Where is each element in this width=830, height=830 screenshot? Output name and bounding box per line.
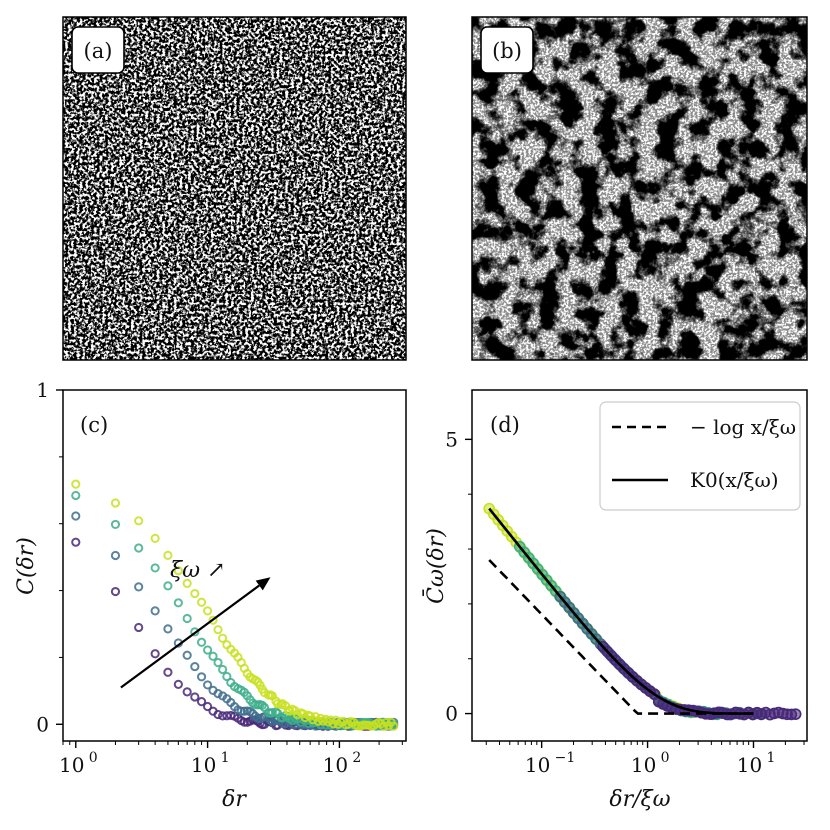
- point-c-series-2: [173, 598, 183, 608]
- panel-a: (a): [62, 16, 407, 361]
- panel-c-ylabel: C(δr): [14, 537, 39, 595]
- point-c-series-1: [190, 661, 200, 672]
- field-image-a: [63, 17, 406, 360]
- point-c-series-0: [182, 687, 192, 697]
- x-tick-label: 10: [323, 753, 348, 777]
- point-c-series-0: [110, 586, 121, 597]
- legend-entry-log: − log x/ξω: [690, 415, 796, 439]
- point-c-series-3: [71, 479, 81, 489]
- xi-arrow-label: ξω ↗: [170, 558, 225, 583]
- point-c-series-2: [110, 519, 121, 530]
- point-c-series-3: [218, 633, 228, 643]
- panel-c-marks: [71, 479, 399, 731]
- panel-c-xlabel: δr: [222, 787, 247, 812]
- y-tick-label: 0: [445, 702, 458, 726]
- point-c-series-2: [196, 637, 207, 647]
- y-tick-label: 0: [36, 712, 49, 736]
- panel-a-label-box: [71, 26, 125, 74]
- point-c-series-3: [213, 625, 223, 635]
- x-tick-label: 10: [631, 753, 656, 777]
- panel-d-axes: 10 −1 10 0 10 105: [445, 427, 805, 777]
- x-tick-label: 10: [59, 753, 84, 777]
- x-tick-exponent: −1: [555, 750, 576, 766]
- xi-arrow: [120, 584, 260, 689]
- x-tick-exponent: 1: [221, 750, 230, 766]
- point-c-series-1: [236, 706, 246, 716]
- panel-d-ylabel: C̄ω(δr): [422, 528, 449, 604]
- x-tick-exponent: 2: [352, 750, 361, 766]
- xi-arrow-head: [255, 577, 271, 591]
- point-c-series-2: [71, 490, 81, 501]
- y-tick-label: 1: [36, 378, 49, 402]
- point-c-series-3: [173, 566, 183, 576]
- point-c-series-2: [182, 613, 192, 624]
- point-c-series-2: [271, 707, 281, 717]
- point-c-series-1: [71, 511, 81, 521]
- x-tick-exponent: 0: [89, 750, 98, 766]
- panel-b-label: (b): [492, 39, 522, 63]
- x-tick-label: 10: [737, 753, 762, 777]
- panel-b-label-box: [480, 26, 534, 74]
- legend-entry-k0: K0(x/ξω): [690, 468, 779, 492]
- point-c-series-3: [190, 588, 200, 599]
- panel-c-axes: 10 0 10 1 10 201: [36, 378, 403, 777]
- point-c-series-2: [213, 657, 223, 668]
- point-c-series-3: [163, 550, 173, 560]
- point-c-series-3: [182, 578, 192, 589]
- point-c-series-0: [218, 711, 228, 721]
- point-c-series-3: [110, 498, 121, 508]
- point-c-series-0: [150, 649, 160, 659]
- x-tick-exponent: 1: [766, 750, 775, 766]
- point-c-series-0: [134, 622, 144, 633]
- x-tick-label: 10: [191, 753, 216, 777]
- point-c-series-1: [110, 550, 121, 561]
- point-c-series-2: [134, 543, 144, 553]
- point-c-series-2: [190, 627, 200, 637]
- point-c-series-1: [150, 606, 160, 616]
- line-k0: [488, 507, 754, 715]
- point-c-series-3: [208, 615, 218, 625]
- panel-c: (c) 10 0 10 1 10 201 ξω ↗ C(δr) δr: [14, 378, 407, 812]
- point-c-series-0: [71, 537, 81, 547]
- panel-d-xlabel: δr/ξω: [609, 787, 670, 812]
- point-c-series-2: [163, 581, 173, 591]
- point-c-series-3: [150, 533, 160, 543]
- point-c-series-1: [182, 650, 192, 660]
- y-tick-label: 5: [445, 427, 458, 451]
- panel-a-label: (a): [84, 39, 113, 63]
- point-c-series-2: [202, 645, 213, 655]
- point-c-series-2: [150, 563, 160, 573]
- point-c-series-0: [239, 717, 249, 727]
- point-c-series-3: [202, 606, 213, 616]
- panel-c-label: (c): [80, 413, 108, 437]
- point-c-series-3: [389, 721, 399, 731]
- panel-d-label: (d): [490, 413, 520, 437]
- x-tick-exponent: 0: [661, 750, 670, 766]
- point-c-series-1: [134, 582, 144, 592]
- point-c-series-0: [213, 709, 223, 720]
- point-c-series-1: [213, 688, 223, 699]
- point-c-series-0: [190, 692, 200, 702]
- point-c-series-2: [218, 664, 228, 675]
- point-c-series-3: [134, 516, 144, 526]
- point-c-series-0: [196, 697, 207, 707]
- point-c-series-0: [173, 679, 183, 689]
- legend-box: [599, 401, 801, 511]
- panel-d-marks: [483, 502, 802, 721]
- point-c-series-1: [163, 624, 173, 634]
- point-c-series-1: [202, 680, 213, 690]
- panel-d: (d) 10 −1 10 0 10 105 − log x/ξω K0(x/ξω) C̄ω…: [422, 389, 808, 812]
- x-tick-label: 10: [525, 753, 550, 777]
- point-c-series-0: [163, 667, 173, 677]
- point-c-series-1: [196, 672, 207, 682]
- panel-b: (b): [471, 16, 808, 361]
- point-c-series-0: [202, 701, 213, 712]
- point-c-series-3: [196, 597, 207, 607]
- panel-c-arrow: ξω ↗: [120, 558, 271, 689]
- point-c-series-2: [208, 651, 218, 661]
- point-c-series-2: [257, 700, 267, 710]
- point-d-series-3: [789, 708, 802, 720]
- panel-d-legend: − log x/ξω K0(x/ξω): [599, 401, 801, 511]
